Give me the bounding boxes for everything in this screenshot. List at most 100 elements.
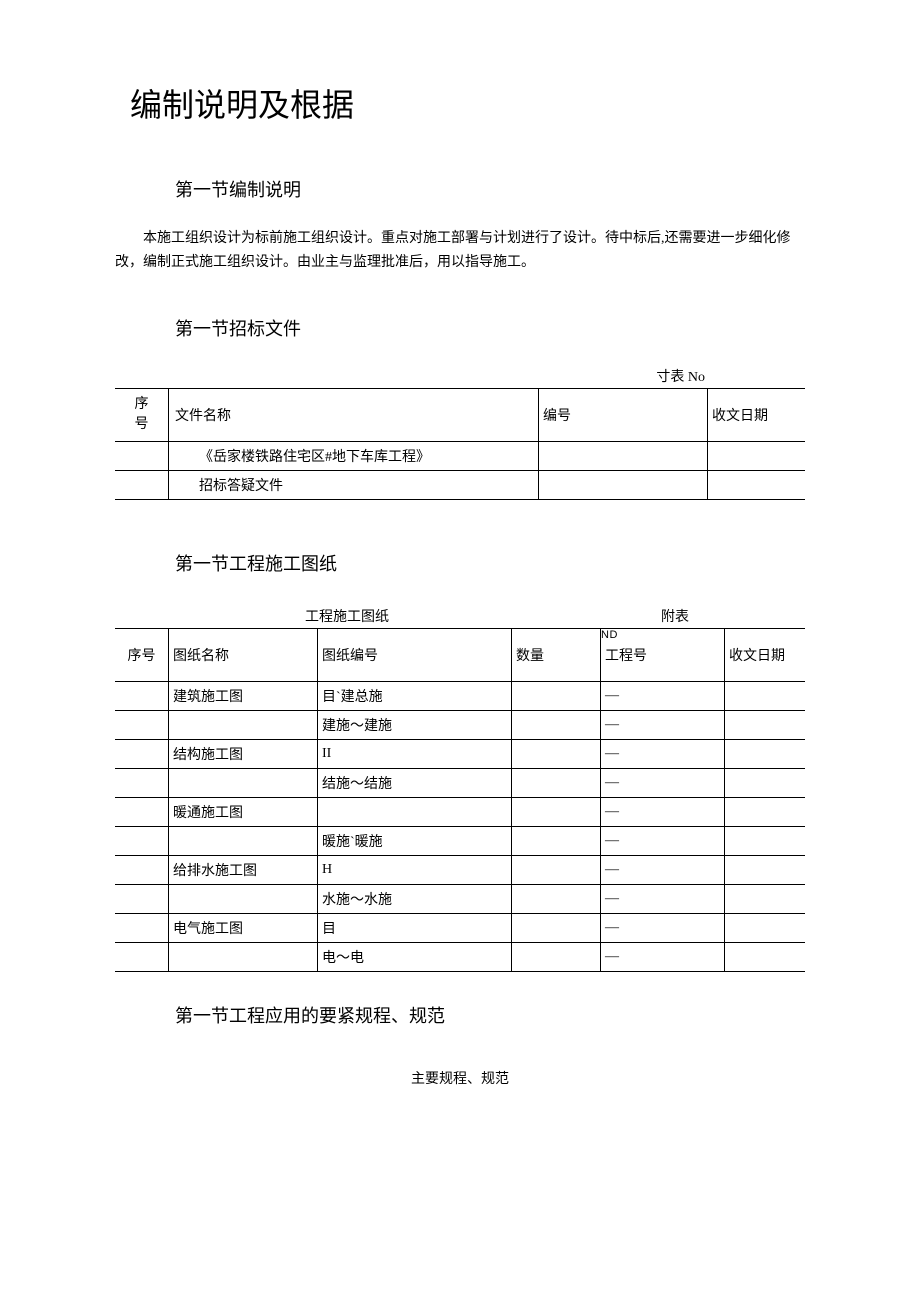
cell-seq bbox=[115, 441, 169, 470]
cell: 水施～水施 bbox=[318, 884, 512, 913]
cell: — bbox=[601, 797, 725, 826]
cell: — bbox=[601, 884, 725, 913]
cell bbox=[169, 942, 318, 971]
cell: — bbox=[601, 826, 725, 855]
cell bbox=[725, 942, 806, 971]
cell bbox=[512, 884, 601, 913]
cell: — bbox=[601, 710, 725, 739]
cell bbox=[512, 710, 601, 739]
cell: — bbox=[601, 768, 725, 797]
cell bbox=[725, 739, 806, 768]
table1-header-name: 文件名称 bbox=[169, 388, 539, 441]
cell bbox=[169, 768, 318, 797]
cell bbox=[115, 884, 169, 913]
cell bbox=[512, 942, 601, 971]
cell bbox=[512, 855, 601, 884]
cell bbox=[725, 913, 806, 942]
cell-name: 《岳家楼铁路住宅区#地下车库工程》 bbox=[169, 441, 539, 470]
cell: — bbox=[601, 855, 725, 884]
table2-header-code: 图纸编号 bbox=[318, 628, 512, 681]
cell bbox=[512, 913, 601, 942]
cell bbox=[512, 826, 601, 855]
table1-note: 寸表 No bbox=[115, 366, 805, 386]
table1-header-seq: 序 号 bbox=[115, 388, 169, 441]
proj-label: 工程号 bbox=[605, 649, 647, 664]
cell bbox=[115, 768, 169, 797]
cell bbox=[115, 797, 169, 826]
cell bbox=[115, 826, 169, 855]
table2-title-blank bbox=[115, 606, 305, 626]
table-row: 建筑施工图目`建总施 — bbox=[115, 681, 805, 710]
table-row: 《岳家楼铁路住宅区#地下车库工程》 bbox=[115, 441, 805, 470]
table-row: 暖通施工图 — bbox=[115, 797, 805, 826]
cell: — bbox=[601, 739, 725, 768]
cell-seq bbox=[115, 470, 169, 499]
table1-header-code: 编号 bbox=[539, 388, 708, 441]
cell-code bbox=[539, 470, 708, 499]
table2-header-qty: 数量 bbox=[512, 628, 601, 681]
cell bbox=[725, 710, 806, 739]
section4-heading: 第一节工程应用的要紧规程、规范 bbox=[175, 1002, 805, 1028]
cell bbox=[169, 710, 318, 739]
bidding-documents-table: 序 号 文件名称 编号 收文日期 《岳家楼铁路住宅区#地下车库工程》 招标答疑文… bbox=[115, 388, 805, 500]
table2-title-row: 工程施工图纸 附表 bbox=[115, 606, 805, 626]
cell: 暖施`暖施 bbox=[318, 826, 512, 855]
seq-label-2: 号 bbox=[135, 415, 149, 435]
table-row: 给排水施工图H — bbox=[115, 855, 805, 884]
cell: 结构施工图 bbox=[169, 739, 318, 768]
cell-name: 招标答疑文件 bbox=[169, 470, 539, 499]
cell bbox=[512, 681, 601, 710]
cell bbox=[169, 826, 318, 855]
cell: 电气施工图 bbox=[169, 913, 318, 942]
table2-title-center: 工程施工图纸 bbox=[305, 606, 545, 626]
table2-header-name: 图纸名称 bbox=[169, 628, 318, 681]
cell-date bbox=[708, 470, 806, 499]
cell: 给排水施工图 bbox=[169, 855, 318, 884]
cell bbox=[512, 768, 601, 797]
cell bbox=[512, 797, 601, 826]
cell bbox=[725, 826, 806, 855]
cell: H bbox=[318, 855, 512, 884]
table-row: 电～电 — bbox=[115, 942, 805, 971]
document-page: 编制说明及根据 第一节编制说明 本施工组织设计为标前施工组织设计。重点对施工部署… bbox=[0, 0, 920, 1128]
cell bbox=[115, 942, 169, 971]
cell bbox=[115, 855, 169, 884]
cell bbox=[725, 884, 806, 913]
cell: — bbox=[601, 942, 725, 971]
table-row: 电气施工图目 — bbox=[115, 913, 805, 942]
cell: 目`建总施 bbox=[318, 681, 512, 710]
cell: — bbox=[601, 681, 725, 710]
section1-paragraph: 本施工组织设计为标前施工组织设计。重点对施工部署与计划进行了设计。待中标后,还需… bbox=[115, 227, 805, 275]
cell bbox=[725, 855, 806, 884]
cell bbox=[725, 797, 806, 826]
table-row: 招标答疑文件 bbox=[115, 470, 805, 499]
cell: II bbox=[318, 739, 512, 768]
cell bbox=[725, 768, 806, 797]
cell: 建施～建施 bbox=[318, 710, 512, 739]
table-row: 暖施`暖施 — bbox=[115, 826, 805, 855]
cell: 目 bbox=[318, 913, 512, 942]
cell bbox=[115, 739, 169, 768]
table2-wrapper: 工程施工图纸 附表 序号 图纸名称 图纸编号 数量 ND 工程号 收文日期 建筑… bbox=[115, 606, 805, 972]
table2-title-right: 附表 bbox=[545, 606, 805, 626]
table2-header-seq: 序号 bbox=[115, 628, 169, 681]
table-row: 结施～结施 — bbox=[115, 768, 805, 797]
cell: 暖通施工图 bbox=[169, 797, 318, 826]
cell bbox=[115, 913, 169, 942]
cell bbox=[318, 797, 512, 826]
table-row: 水施～水施 — bbox=[115, 884, 805, 913]
cell: 电～电 bbox=[318, 942, 512, 971]
cell bbox=[115, 681, 169, 710]
cell: — bbox=[601, 913, 725, 942]
cell bbox=[169, 884, 318, 913]
section3-heading: 第一节工程施工图纸 bbox=[175, 550, 805, 576]
cell-date bbox=[708, 441, 806, 470]
section1-heading: 第一节编制说明 bbox=[175, 176, 805, 202]
cell: 建筑施工图 bbox=[169, 681, 318, 710]
cell bbox=[115, 710, 169, 739]
table2-header-date: 收文日期 bbox=[725, 628, 806, 681]
cell bbox=[725, 681, 806, 710]
drawings-table: 序号 图纸名称 图纸编号 数量 ND 工程号 收文日期 建筑施工图目`建总施—建… bbox=[115, 628, 805, 972]
cell: 结施～结施 bbox=[318, 768, 512, 797]
table2-header-proj: ND 工程号 bbox=[601, 628, 725, 681]
